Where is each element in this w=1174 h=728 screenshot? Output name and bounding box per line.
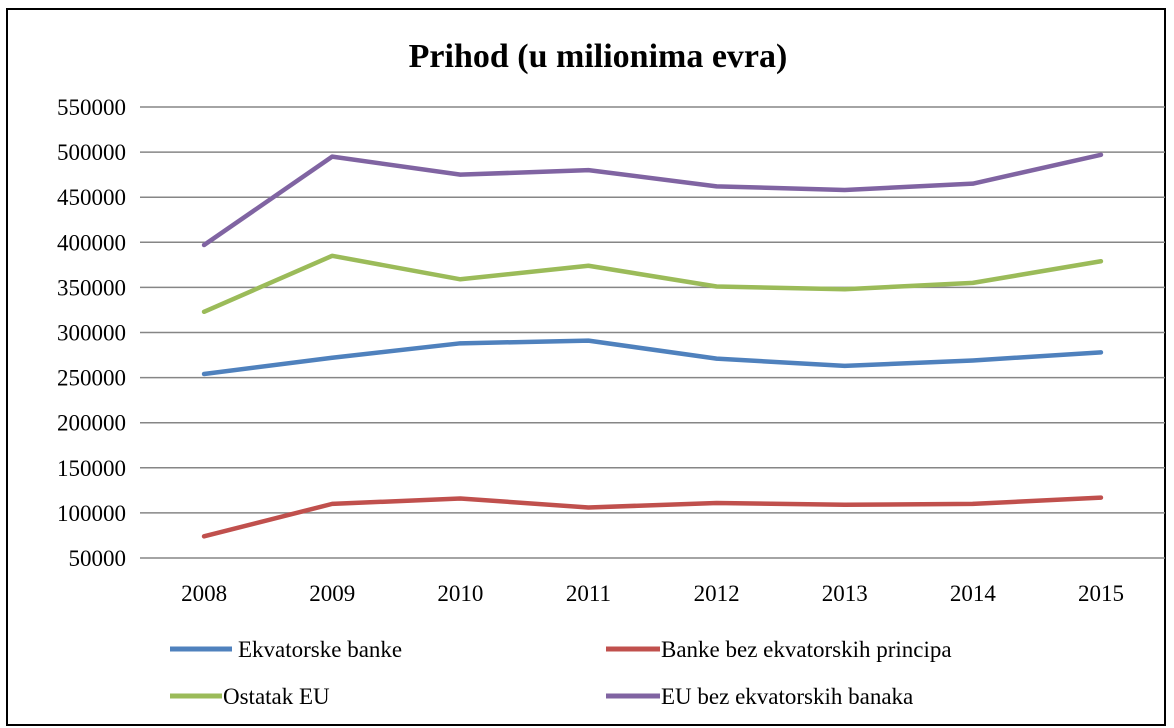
y-tick-label: 200000 xyxy=(57,411,126,436)
y-tick-label: 100000 xyxy=(57,501,126,526)
series-line-1 xyxy=(201,495,1104,539)
y-tick-label: 500000 xyxy=(57,140,126,165)
data-point xyxy=(1098,152,1103,157)
data-point xyxy=(458,277,463,282)
chart-title: Prihod (u milionima evra) xyxy=(409,38,788,75)
legend-item: Ostatak EU xyxy=(170,684,330,709)
x-tick-label: 2012 xyxy=(694,581,740,606)
data-point xyxy=(842,502,847,507)
y-tick-label: 250000 xyxy=(57,366,126,391)
y-tick-label: 350000 xyxy=(57,275,126,300)
data-point xyxy=(202,243,207,248)
chart-frame xyxy=(6,8,1166,726)
data-point xyxy=(842,287,847,292)
data-point xyxy=(202,309,207,314)
data-point xyxy=(458,496,463,501)
y-tick-label: 400000 xyxy=(57,230,126,255)
gridlines xyxy=(140,106,1165,559)
y-axis-ticks: 50000 100000 150000 200000 250000 300000 35000… xyxy=(57,95,126,571)
data-point xyxy=(330,253,335,258)
data-point xyxy=(458,172,463,177)
legend-label: EU bez ekvatorskih banaka xyxy=(661,684,913,709)
data-point xyxy=(714,500,719,505)
legend-item: Banke bez ekvatorskih principa xyxy=(606,637,952,662)
data-point xyxy=(330,501,335,506)
data-point xyxy=(970,501,975,506)
data-point xyxy=(458,341,463,346)
data-point xyxy=(1098,495,1103,500)
data-point xyxy=(714,184,719,189)
data-point xyxy=(842,363,847,368)
x-tick-label: 2014 xyxy=(950,581,997,606)
data-point xyxy=(1098,350,1103,355)
data-point xyxy=(202,534,207,539)
legend-item: EU bez ekvatorskih banaka xyxy=(606,684,913,709)
series-line-3 xyxy=(201,152,1104,248)
data-point xyxy=(586,263,591,268)
data-point xyxy=(586,168,591,173)
legend-item: Ekvatorske banke xyxy=(170,637,402,662)
legend-label: Ekvatorske banke xyxy=(238,637,402,662)
x-tick-label: 2010 xyxy=(437,581,483,606)
data-point xyxy=(970,358,975,363)
legend: Ekvatorske banke Banke bez ekvatorskih pr… xyxy=(170,637,952,709)
series-line-0 xyxy=(201,338,1104,377)
y-tick-label: 450000 xyxy=(57,185,126,210)
legend-label: Banke bez ekvatorskih principa xyxy=(661,637,952,662)
data-point xyxy=(330,154,335,159)
x-tick-label: 2013 xyxy=(822,581,868,606)
series-lines xyxy=(201,152,1104,539)
x-tick-label: 2008 xyxy=(181,581,227,606)
data-point xyxy=(714,284,719,289)
series-line-2 xyxy=(201,253,1104,315)
data-point xyxy=(586,338,591,343)
data-point xyxy=(1098,259,1103,264)
x-tick-label: 2015 xyxy=(1078,581,1124,606)
y-tick-label: 50000 xyxy=(69,546,127,571)
data-point xyxy=(330,355,335,360)
y-tick-label: 550000 xyxy=(57,95,126,120)
legend-label: Ostatak EU xyxy=(223,684,330,709)
data-point xyxy=(970,181,975,186)
x-axis-ticks: 2008 2009 2010 2011 2012 2013 2014 2015 xyxy=(181,581,1124,606)
y-tick-label: 150000 xyxy=(57,456,126,481)
y-tick-label: 300000 xyxy=(57,321,126,346)
data-point xyxy=(842,187,847,192)
x-tick-label: 2011 xyxy=(566,581,611,606)
data-point xyxy=(586,505,591,510)
data-point xyxy=(970,280,975,285)
data-point xyxy=(714,356,719,361)
x-tick-label: 2009 xyxy=(309,581,355,606)
data-point xyxy=(202,371,207,376)
